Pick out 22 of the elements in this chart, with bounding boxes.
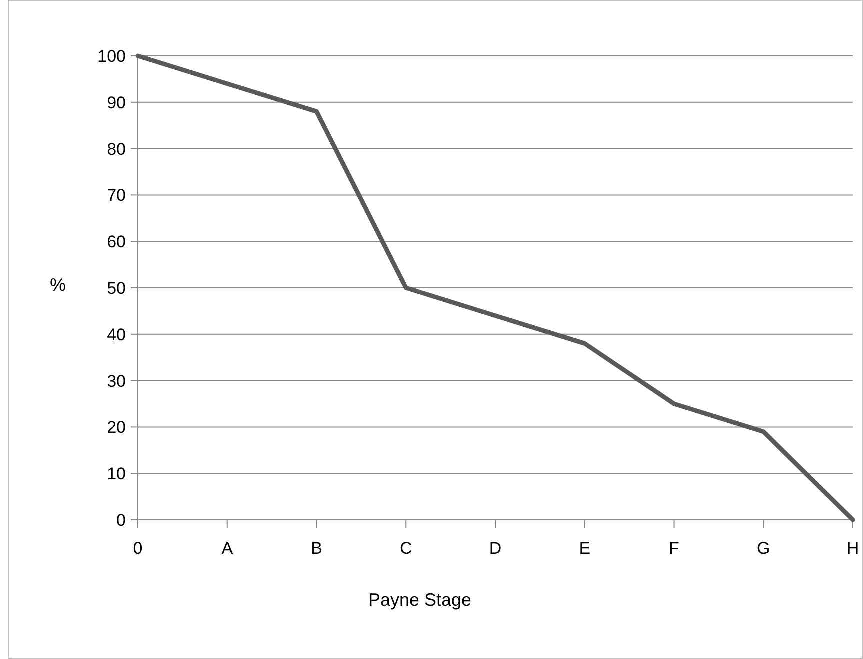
x-tick-label: B xyxy=(311,539,322,558)
y-tick-label: 90 xyxy=(107,93,126,112)
y-tick-label: 70 xyxy=(107,186,126,206)
y-tick-label: 20 xyxy=(107,418,126,438)
y-axis-title: % xyxy=(50,275,66,295)
y-tick-label: 0 xyxy=(116,510,126,530)
y-tick-label: 10 xyxy=(107,464,126,484)
x-tick-label: H xyxy=(846,539,860,558)
y-tick-label: 60 xyxy=(107,232,126,252)
x-tick-label: C xyxy=(400,539,412,558)
x-tick-label: E xyxy=(579,539,591,558)
x-axis-title: Payne Stage xyxy=(368,590,472,610)
y-tick-label: 80 xyxy=(107,140,126,159)
x-tick-label: G xyxy=(757,539,770,558)
x-tick-label: A xyxy=(222,539,234,558)
y-tick-label: 30 xyxy=(107,372,126,391)
y-tick-label: 40 xyxy=(107,325,126,344)
x-tick-label: F xyxy=(669,539,680,558)
y-tick-label: 100 xyxy=(98,46,126,66)
x-tick-label: D xyxy=(489,539,502,558)
x-tick-label: 0 xyxy=(133,539,143,558)
y-tick-label: 50 xyxy=(107,278,126,298)
